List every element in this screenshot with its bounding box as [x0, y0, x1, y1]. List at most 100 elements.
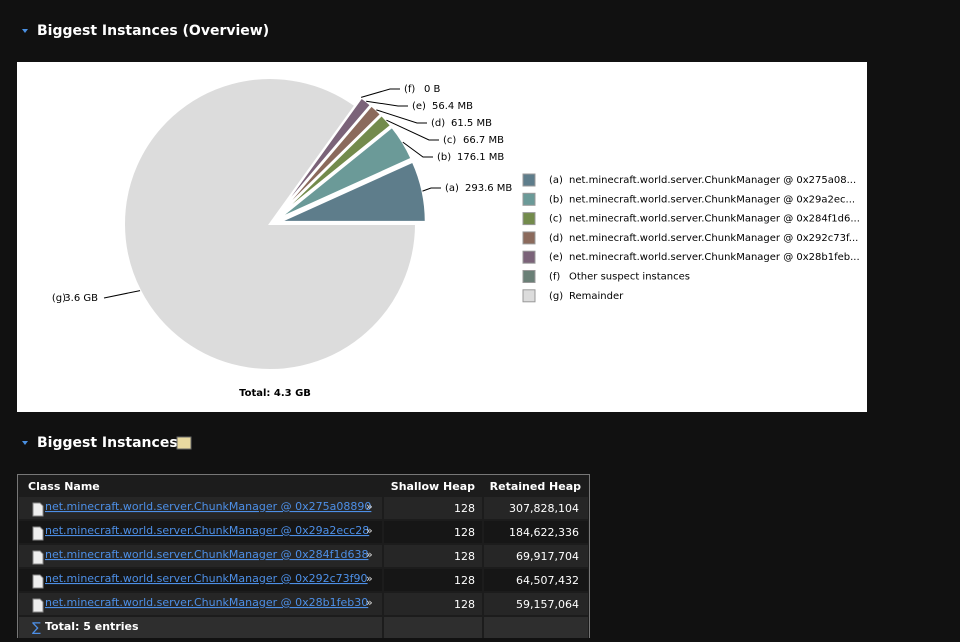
legend-letter: (a) [549, 175, 563, 186]
callout-letter: (d) [431, 118, 445, 129]
table-cell [19, 593, 382, 615]
chart-total: Total: 4.3 GB [239, 388, 311, 399]
legend-letter: (b) [549, 194, 563, 205]
legend-swatch [522, 250, 536, 264]
table-cell [384, 545, 482, 567]
file-icon [32, 526, 44, 541]
pie-slice [123, 77, 418, 371]
callout-line [402, 141, 433, 158]
table-cell [384, 593, 482, 615]
retained-heap: 307,828,104 [509, 502, 579, 515]
callout-line [360, 88, 400, 98]
object-link[interactable]: net.minecraft.world.server.ChunkManager … [45, 524, 369, 537]
shallow-heap: 128 [454, 574, 475, 587]
total-cell [384, 617, 482, 641]
section-title[interactable]: Biggest Instances [37, 435, 178, 451]
legend-letter: (f) [549, 272, 560, 283]
legend-swatch [522, 192, 536, 206]
legend-label: net.minecraft.world.server.ChunkManager … [569, 233, 858, 244]
retained-heap: 59,157,064 [516, 598, 579, 611]
callout-line [422, 187, 441, 192]
shallow-heap: 128 [454, 598, 475, 611]
total-cell [484, 617, 588, 641]
callout-value: 0 B [424, 84, 441, 95]
table-cell [484, 593, 588, 615]
retained-heap: 184,622,336 [509, 526, 579, 539]
legend-letter: (d) [549, 233, 563, 244]
table-cell [484, 569, 588, 591]
callout-letter: (b) [437, 152, 451, 163]
callout-value: 61.5 MB [451, 118, 492, 129]
table-cell [384, 521, 482, 543]
section-title[interactable]: Biggest Instances (Overview) [37, 23, 269, 39]
pie-slice [279, 160, 427, 223]
callout-line [103, 290, 141, 299]
link-arrow: » [366, 572, 373, 585]
table-cell [484, 545, 588, 567]
callout-value: 56.4 MB [432, 101, 473, 112]
link-arrow: » [366, 500, 373, 513]
table-cell [19, 569, 382, 591]
link-arrow: » [366, 596, 373, 609]
legend-swatch [522, 270, 536, 283]
sum-icon: ∑ [32, 621, 41, 636]
legend-swatch [522, 289, 536, 303]
legend-label: net.minecraft.world.server.ChunkManager … [569, 252, 860, 263]
file-icon [32, 550, 44, 565]
legend-label: Other suspect instances [569, 272, 690, 283]
legend-letter: (c) [549, 214, 562, 225]
callout-value: 3.6 GB [64, 293, 98, 304]
table-cell [484, 497, 588, 519]
table-cell [384, 569, 482, 591]
shallow-heap: 128 [454, 550, 475, 563]
shallow-heap: 128 [454, 526, 475, 539]
callout-letter: (c) [443, 135, 456, 146]
table-icon [176, 436, 192, 450]
link-arrow: » [366, 524, 373, 537]
callout-letter: (f) [404, 84, 415, 95]
expand-icon[interactable] [22, 29, 28, 33]
column-header[interactable]: Class Name [28, 480, 100, 493]
callout-letter: (a) [445, 183, 459, 194]
object-link[interactable]: net.minecraft.world.server.ChunkManager … [45, 596, 368, 609]
object-link[interactable]: net.minecraft.world.server.ChunkManager … [45, 548, 368, 561]
legend-label: net.minecraft.world.server.ChunkManager … [569, 175, 856, 186]
callout-letter: (g) [52, 293, 66, 304]
legend-label: net.minecraft.world.server.ChunkManager … [569, 194, 855, 205]
column-header[interactable]: Shallow Heap [391, 480, 475, 493]
object-link[interactable]: net.minecraft.world.server.ChunkManager … [45, 500, 371, 513]
retained-heap: 69,917,704 [516, 550, 579, 563]
file-icon [32, 598, 44, 613]
file-icon [32, 502, 44, 517]
legend-swatch [522, 212, 536, 226]
legend-letter: (e) [549, 252, 563, 263]
table-total: Total: 5 entries [45, 620, 139, 633]
callout-value: 66.7 MB [463, 135, 504, 146]
callout-line [366, 100, 408, 107]
callout-value: 293.6 MB [465, 183, 512, 194]
table-cell [384, 497, 482, 519]
table-cell [19, 497, 382, 519]
legend-label: Remainder [569, 291, 624, 302]
callout-letter: (e) [412, 101, 426, 112]
table-cell [484, 521, 588, 543]
callout-line [376, 109, 427, 124]
file-icon [32, 574, 44, 589]
legend-label: net.minecraft.world.server.ChunkManager … [569, 214, 860, 225]
legend-swatch [522, 173, 536, 187]
link-arrow: » [366, 548, 373, 561]
table-cell [19, 545, 382, 567]
callout-line [386, 119, 439, 141]
total-cell [19, 617, 382, 641]
shallow-heap: 128 [454, 502, 475, 515]
retained-heap: 64,507,432 [516, 574, 579, 587]
table-cell [19, 521, 382, 543]
legend-letter: (g) [549, 291, 563, 302]
legend-swatch [522, 231, 536, 245]
column-header[interactable]: Retained Heap [490, 480, 581, 493]
callout-value: 176.1 MB [457, 152, 504, 163]
object-link[interactable]: net.minecraft.world.server.ChunkManager … [45, 572, 368, 585]
expand-icon[interactable] [22, 441, 28, 445]
